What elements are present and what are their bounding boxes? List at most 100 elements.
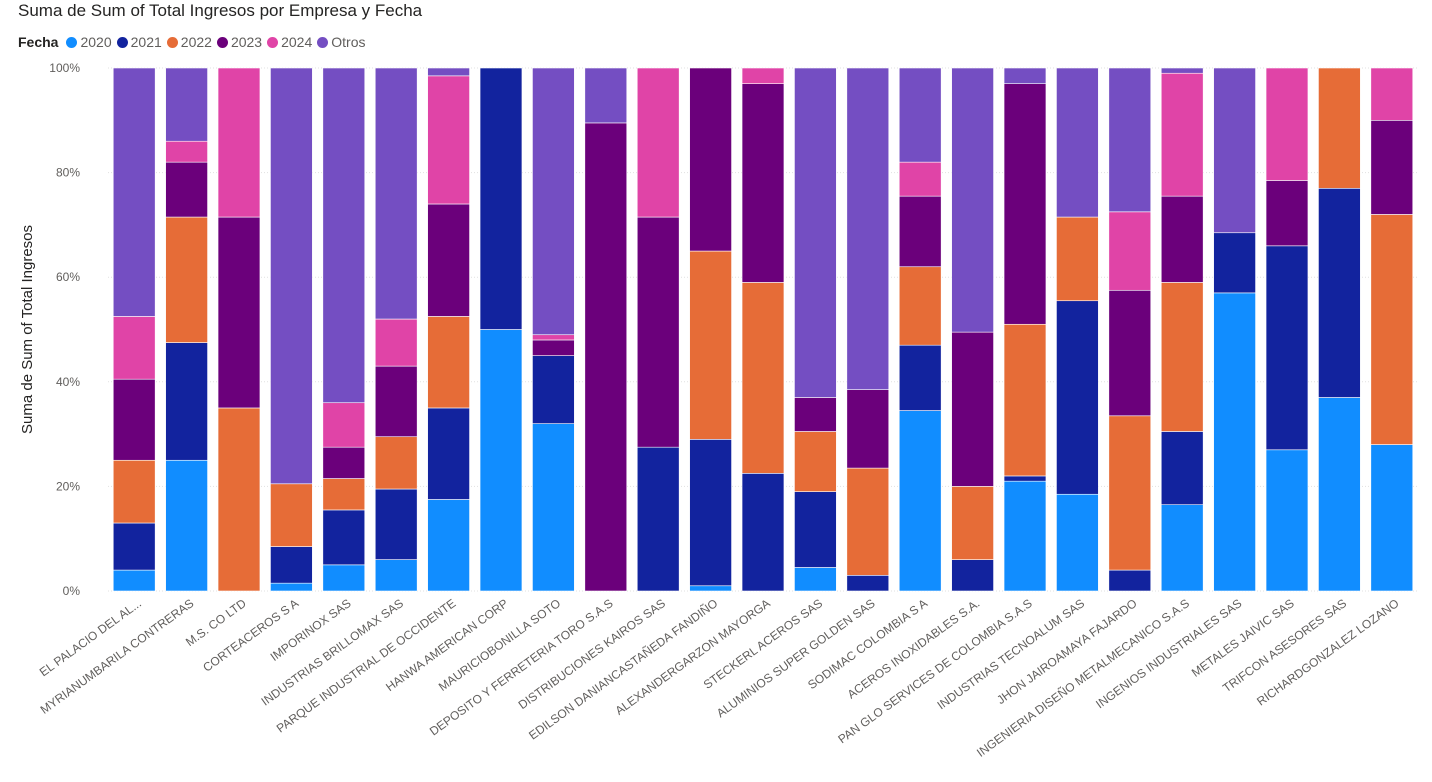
bar-stack[interactable]	[427, 67, 470, 592]
bar-stack[interactable]	[689, 67, 732, 592]
bar-segment-2023[interactable]	[794, 397, 837, 432]
bar-segment-2022[interactable]	[794, 431, 837, 492]
bar-segment-2024[interactable]	[898, 161, 942, 197]
bar-stack[interactable]	[217, 67, 261, 592]
legend-item-2022[interactable]: 2022	[166, 34, 212, 50]
bar-segment-2023[interactable]	[322, 446, 366, 479]
bar-segment-otros[interactable]	[846, 67, 890, 390]
bar-segment-2023[interactable]	[165, 161, 208, 218]
bar-segment-otros[interactable]	[270, 67, 313, 485]
bar-segment-2024[interactable]	[532, 334, 575, 341]
bar-segment-otros[interactable]	[532, 67, 575, 336]
bar-segment-2023[interactable]	[427, 203, 470, 317]
bar-segment-2022[interactable]	[741, 282, 785, 474]
bar-stack[interactable]	[322, 67, 366, 592]
bar-stack[interactable]	[1056, 67, 1099, 592]
bar-segment-2021[interactable]	[1108, 569, 1152, 592]
bar-segment-2022[interactable]	[1003, 323, 1047, 477]
bar-segment-2021[interactable]	[165, 342, 208, 461]
bar-segment-2021[interactable]	[1318, 187, 1361, 398]
bar-segment-2024[interactable]	[741, 67, 785, 84]
bar-stack[interactable]	[112, 67, 156, 592]
bar-segment-2022[interactable]	[1056, 216, 1099, 302]
bar-stack[interactable]	[636, 67, 680, 592]
bar-segment-2023[interactable]	[217, 216, 261, 409]
bar-stack[interactable]	[1003, 67, 1047, 592]
bar-segment-2021[interactable]	[532, 355, 575, 424]
bar-segment-otros[interactable]	[1213, 67, 1256, 234]
legend-item-2020[interactable]: 2020	[66, 34, 112, 50]
bar-stack[interactable]	[1318, 67, 1361, 592]
bar-stack[interactable]	[479, 67, 523, 592]
bar-stack[interactable]	[165, 67, 208, 592]
bar-segment-2024[interactable]	[322, 402, 366, 448]
bar-segment-otros[interactable]	[427, 67, 470, 77]
bar-segment-2022[interactable]	[374, 436, 418, 490]
bar-segment-2024[interactable]	[217, 67, 261, 218]
bar-segment-2023[interactable]	[1370, 120, 1414, 215]
bar-stack[interactable]	[270, 67, 313, 592]
bar-segment-2021[interactable]	[1213, 232, 1256, 294]
bar-segment-2023[interactable]	[636, 216, 680, 448]
bar-segment-otros[interactable]	[112, 67, 156, 317]
bar-segment-2021[interactable]	[1003, 475, 1047, 482]
bar-segment-2020[interactable]	[479, 329, 523, 592]
bar-segment-2020[interactable]	[1318, 397, 1361, 592]
bar-segment-2024[interactable]	[636, 67, 680, 218]
legend-item-2023[interactable]: 2023	[216, 34, 262, 50]
bar-stack[interactable]	[584, 67, 628, 592]
bar-stack[interactable]	[1265, 67, 1309, 592]
bar-segment-2024[interactable]	[165, 140, 208, 163]
bar-stack[interactable]	[1213, 67, 1256, 592]
bar-segment-2024[interactable]	[1108, 211, 1152, 291]
bar-segment-2024[interactable]	[374, 318, 418, 367]
bar-segment-2020[interactable]	[689, 585, 732, 592]
bar-segment-otros[interactable]	[951, 67, 994, 333]
bar-segment-2022[interactable]	[322, 478, 366, 511]
bar-segment-2021[interactable]	[689, 439, 732, 587]
bar-segment-2020[interactable]	[532, 423, 575, 592]
bar-stack[interactable]	[794, 67, 837, 592]
bar-stack[interactable]	[532, 67, 575, 592]
bar-segment-2021[interactable]	[270, 546, 313, 584]
bar-segment-2021[interactable]	[741, 473, 785, 592]
bar-segment-2022[interactable]	[1318, 67, 1361, 189]
legend-item-otros[interactable]: Otros	[317, 34, 365, 50]
bar-segment-2022[interactable]	[427, 316, 470, 409]
bar-segment-2020[interactable]	[374, 559, 418, 592]
bar-segment-2024[interactable]	[427, 75, 470, 205]
bar-segment-otros[interactable]	[1056, 67, 1099, 218]
bar-segment-2022[interactable]	[1160, 282, 1204, 432]
bar-segment-2020[interactable]	[898, 410, 942, 592]
bar-segment-otros[interactable]	[374, 67, 418, 320]
bar-segment-2020[interactable]	[165, 459, 208, 592]
bar-segment-otros[interactable]	[1003, 67, 1047, 84]
bar-segment-2020[interactable]	[112, 569, 156, 592]
bar-segment-otros[interactable]	[165, 67, 208, 142]
bar-segment-2020[interactable]	[270, 582, 313, 592]
bar-segment-2023[interactable]	[1160, 195, 1204, 283]
bar-segment-otros[interactable]	[584, 67, 628, 124]
bar-segment-otros[interactable]	[1108, 67, 1152, 213]
bar-segment-otros[interactable]	[322, 67, 366, 404]
bar-segment-2024[interactable]	[1370, 67, 1414, 121]
bar-segment-2020[interactable]	[1213, 292, 1256, 592]
bar-segment-2023[interactable]	[532, 339, 575, 356]
bar-stack[interactable]	[951, 67, 994, 592]
bar-segment-otros[interactable]	[1160, 67, 1204, 74]
bar-segment-2021[interactable]	[951, 559, 994, 592]
bar-stack[interactable]	[1370, 67, 1414, 592]
bar-segment-2021[interactable]	[427, 407, 470, 500]
bar-segment-2021[interactable]	[374, 488, 418, 560]
bar-segment-2022[interactable]	[270, 483, 313, 547]
bar-segment-2024[interactable]	[1265, 67, 1309, 181]
bar-segment-2022[interactable]	[112, 459, 156, 524]
bar-segment-2024[interactable]	[1160, 72, 1204, 197]
bar-segment-2023[interactable]	[374, 365, 418, 438]
bar-segment-2022[interactable]	[165, 216, 208, 343]
bar-segment-2020[interactable]	[1160, 504, 1204, 592]
bar-segment-2020[interactable]	[1370, 444, 1414, 592]
bar-segment-2021[interactable]	[322, 509, 366, 566]
bar-segment-2020[interactable]	[1265, 449, 1309, 592]
bar-segment-2023[interactable]	[1265, 180, 1309, 247]
